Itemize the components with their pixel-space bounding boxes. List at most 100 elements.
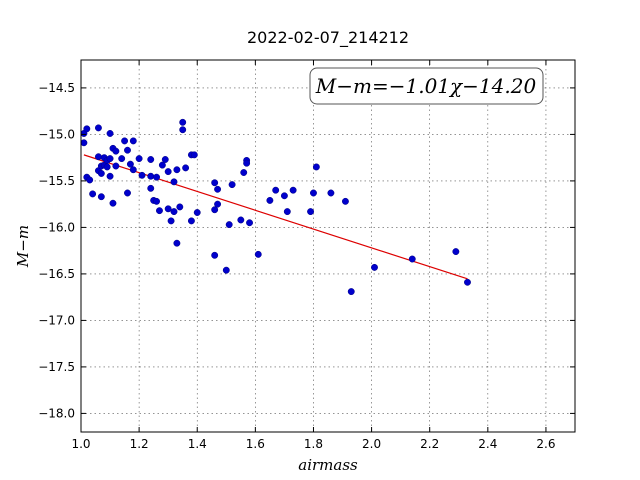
- y-tick-label: −18.0: [38, 406, 75, 420]
- data-point: [164, 205, 172, 213]
- data-point: [228, 181, 236, 189]
- data-point: [156, 207, 163, 215]
- data-point: [408, 255, 416, 263]
- data-point: [158, 161, 166, 169]
- data-point: [94, 153, 102, 161]
- data-point: [106, 155, 114, 163]
- x-tick-label: 2.4: [478, 437, 497, 451]
- x-tick-label: 1.4: [188, 437, 207, 451]
- data-point: [170, 178, 178, 186]
- data-point: [193, 209, 201, 216]
- fit-annotation: M−m=−1.01χ−14.20: [309, 67, 544, 105]
- x-tick-label: 2.6: [536, 437, 555, 451]
- data-point: [182, 164, 190, 172]
- data-point: [147, 156, 155, 163]
- chart-title: 2022-02-07_214212: [247, 28, 409, 48]
- data-point: [135, 155, 143, 163]
- data-point: [124, 189, 131, 197]
- data-point: [153, 197, 161, 205]
- data-point: [147, 184, 155, 192]
- data-point: [97, 193, 105, 201]
- x-tick-label: 1.6: [246, 437, 265, 451]
- data-point: [211, 206, 219, 214]
- data-point: [176, 203, 184, 211]
- data-point: [312, 163, 320, 171]
- data-point: [211, 179, 219, 187]
- x-tick-label: 1.8: [304, 437, 323, 451]
- data-point: [129, 137, 137, 145]
- y-axis-label: M−m: [14, 225, 32, 268]
- data-point: [106, 130, 114, 137]
- data-point: [173, 239, 181, 247]
- data-point: [161, 156, 169, 163]
- data-point: [289, 186, 297, 194]
- y-tick-label: −14.5: [38, 81, 75, 95]
- data-point: [138, 171, 146, 179]
- data-point: [310, 189, 317, 197]
- data-point: [307, 208, 315, 216]
- data-point: [124, 146, 131, 154]
- data-point: [347, 288, 355, 296]
- data-point: [464, 278, 471, 286]
- data-point: [179, 126, 187, 134]
- data-point: [214, 200, 222, 208]
- y-tick-label: −17.5: [38, 360, 75, 374]
- data-point: [327, 189, 335, 197]
- data-point: [240, 169, 248, 176]
- data-point: [283, 208, 291, 216]
- x-tick-label: 1.0: [71, 437, 90, 451]
- y-tick-label: −17.0: [38, 313, 75, 327]
- data-point: [97, 170, 105, 177]
- y-tick-label: −15.0: [38, 127, 75, 141]
- fit-annotation-text: M−m=−1.01χ−14.20: [315, 74, 537, 98]
- data-point: [121, 137, 129, 145]
- data-point: [86, 176, 94, 184]
- plot-frame: [80, 59, 576, 433]
- data-point: [222, 266, 230, 274]
- data-point: [371, 263, 378, 271]
- data-point: [190, 151, 198, 159]
- data-point: [106, 172, 114, 180]
- data-point: [272, 186, 280, 194]
- data-point: [237, 216, 245, 224]
- data-point: [167, 217, 175, 225]
- x-tick-label: 1.2: [130, 437, 149, 451]
- data-point: [214, 185, 222, 193]
- x-tick-label: 2.2: [420, 437, 439, 451]
- data-point: [153, 173, 161, 181]
- data-point: [126, 160, 134, 168]
- data-point: [118, 155, 126, 163]
- x-axis-label: airmass: [298, 456, 358, 474]
- fit-annotation-box: [309, 67, 544, 105]
- data-point: [173, 166, 181, 174]
- data-point: [89, 190, 97, 198]
- data-point: [129, 166, 137, 174]
- data-point: [187, 217, 195, 225]
- data-point: [83, 125, 91, 133]
- data-point: [266, 196, 274, 204]
- data-point: [341, 197, 349, 205]
- data-point: [109, 199, 117, 207]
- data-point: [280, 192, 288, 200]
- data-point: [211, 251, 219, 259]
- data-point: [147, 172, 155, 180]
- x-tick-label: 2.0: [362, 437, 381, 451]
- data-points: [80, 118, 471, 296]
- data-point: [243, 159, 251, 167]
- y-tick-label: −16.0: [38, 220, 75, 234]
- data-point: [112, 162, 120, 170]
- data-point: [254, 250, 262, 258]
- data-point: [170, 208, 178, 216]
- data-point: [103, 163, 111, 171]
- data-point: [80, 139, 88, 147]
- data-point: [164, 168, 172, 176]
- y-tick-label: −16.5: [38, 267, 75, 281]
- data-point: [179, 118, 187, 126]
- axis-ticks: 1.0 1.2 1.4 1.6 1.8 2.0 2.2 2.4 2.6 −14.5 −15.0 −15…: [38, 60, 575, 451]
- y-tick-label: −15.5: [38, 174, 75, 188]
- data-point: [112, 147, 120, 155]
- data-point: [94, 124, 102, 132]
- data-point: [225, 221, 233, 229]
- data-point: [452, 248, 460, 256]
